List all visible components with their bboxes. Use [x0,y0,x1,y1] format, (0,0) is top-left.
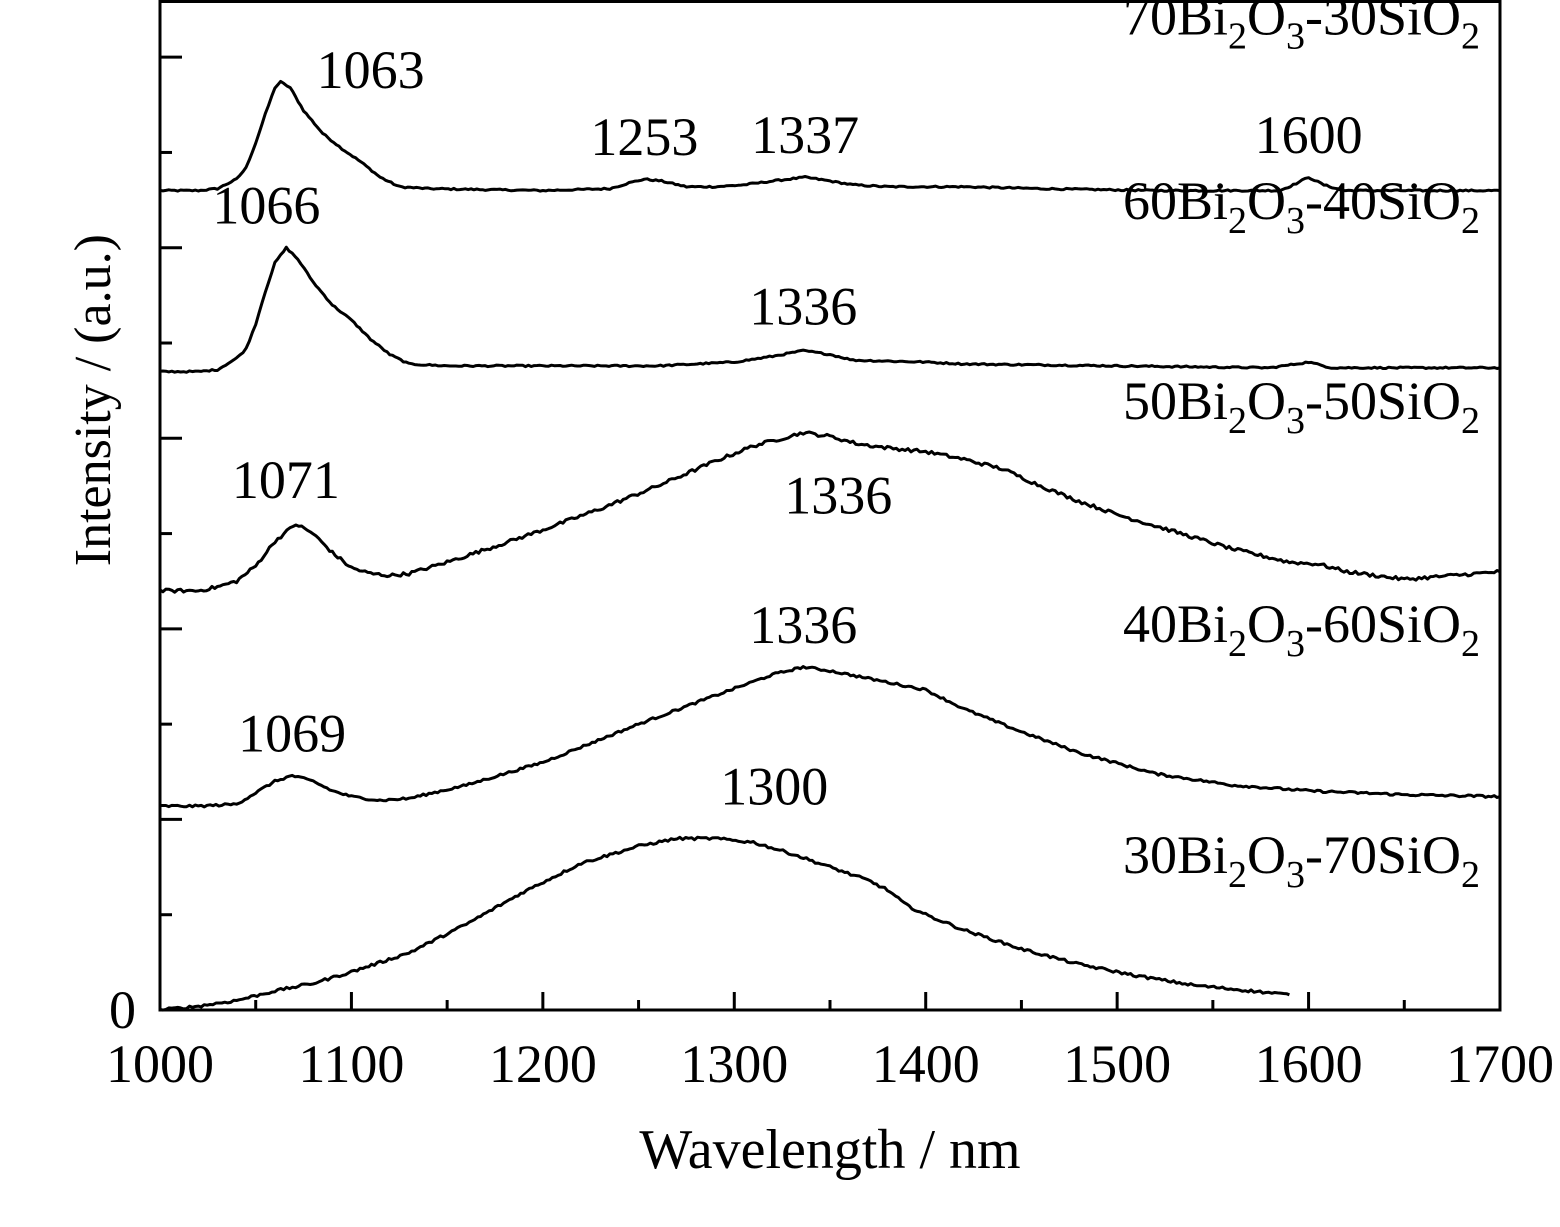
y-axis-label: Intensity / (a.u.) [65,234,122,566]
plot-layer [159,79,1501,1012]
peak-label: 1336 [749,595,857,655]
x-tick-label: 1000 [106,1034,214,1094]
x-tick-label: 1400 [872,1034,980,1094]
series-name-label: 40Bi2O3-60SiO2 [1123,594,1480,665]
x-tick-label: 1100 [298,1034,404,1094]
peak-label: 1071 [232,450,340,510]
y-tick-label: 0 [109,980,136,1040]
series-line [159,245,1501,374]
x-tick-label: 1700 [1446,1034,1554,1094]
x-tick-label: 1600 [1255,1034,1363,1094]
series-name-label: 70Bi2O3-30SiO2 [1123,0,1480,57]
x-tick-label: 1200 [489,1034,597,1094]
peak-label: 1336 [749,277,857,337]
tick-layer [158,55,1502,1012]
x-axis-label: Wavelength / nm [639,1119,1020,1181]
x-tick-label: 1300 [680,1034,788,1094]
peak-label: 1253 [590,107,698,167]
label-layer: 1000 1100 1200 1300 1400 1500 1600 1700 0 1063 125… [106,0,1554,1094]
series-line [159,430,1501,594]
peak-label: 1336 [784,466,892,526]
peak-label: 1066 [212,176,320,236]
peak-label: 1300 [720,756,828,816]
peak-label: 1600 [1255,105,1363,165]
peak-label: 1063 [317,40,425,100]
x-tick-label: 1500 [1063,1034,1171,1094]
series-name-label: 50Bi2O3-50SiO2 [1123,371,1480,442]
series-name-label: 60Bi2O3-40SiO2 [1123,171,1480,242]
peak-label: 1337 [751,105,859,165]
series-line [159,835,1290,1012]
series-line [159,79,1501,193]
peak-label: 1069 [238,704,346,764]
series-name-label: 30Bi2O3-70SiO2 [1123,825,1480,896]
series-line [160,665,1501,809]
